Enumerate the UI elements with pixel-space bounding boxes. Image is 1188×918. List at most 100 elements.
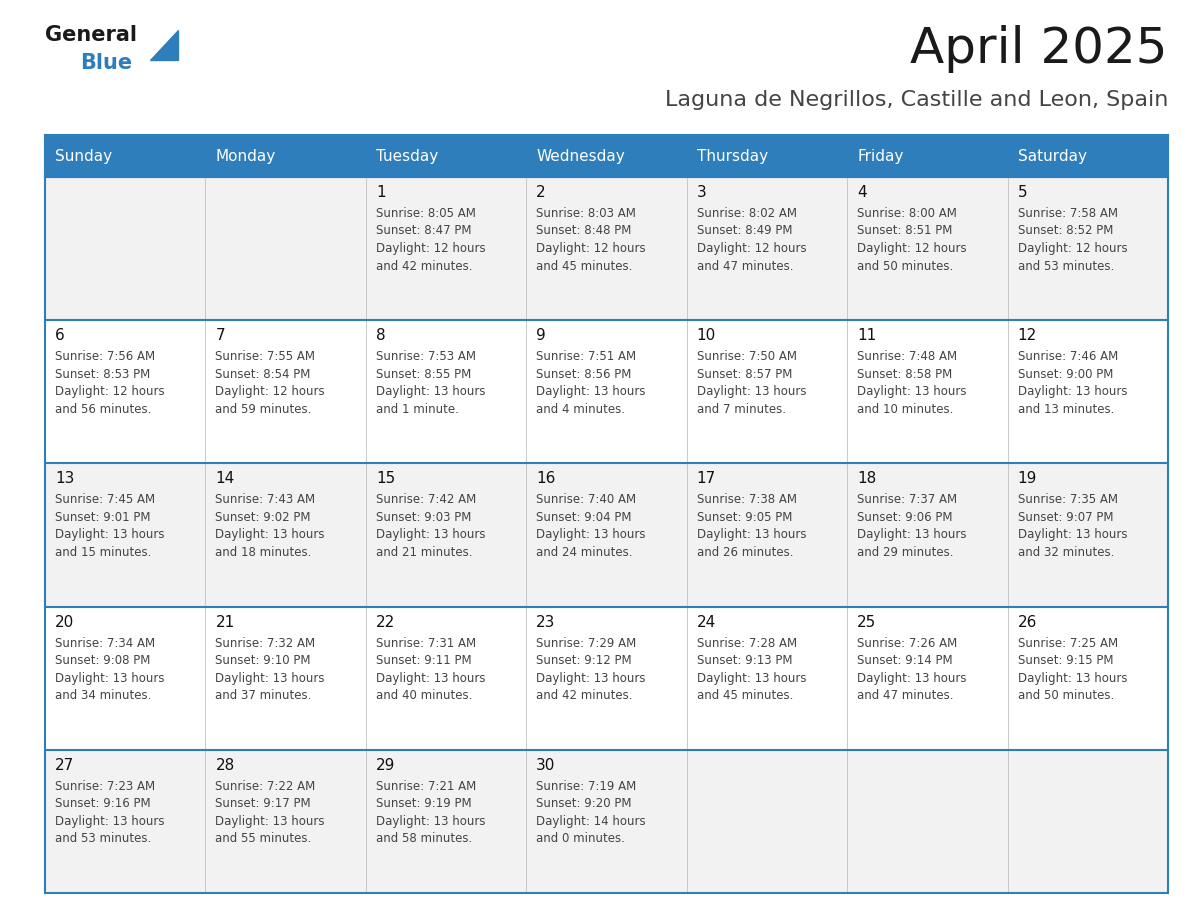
Text: Sunrise: 8:00 AM: Sunrise: 8:00 AM xyxy=(858,207,958,220)
Text: Sunrise: 7:58 AM: Sunrise: 7:58 AM xyxy=(1018,207,1118,220)
Text: Sunrise: 7:55 AM: Sunrise: 7:55 AM xyxy=(215,350,316,364)
Text: 1: 1 xyxy=(375,185,385,200)
Text: and 21 minutes.: and 21 minutes. xyxy=(375,546,473,559)
Text: Daylight: 13 hours: Daylight: 13 hours xyxy=(215,529,326,542)
Text: Daylight: 12 hours: Daylight: 12 hours xyxy=(55,386,165,398)
Polygon shape xyxy=(150,30,178,60)
Text: Sunset: 9:16 PM: Sunset: 9:16 PM xyxy=(55,798,151,811)
Text: Sunrise: 7:56 AM: Sunrise: 7:56 AM xyxy=(55,350,156,364)
Text: 13: 13 xyxy=(55,472,75,487)
Text: Sunset: 9:14 PM: Sunset: 9:14 PM xyxy=(858,655,953,667)
Text: Sunset: 9:20 PM: Sunset: 9:20 PM xyxy=(536,798,632,811)
Text: Sunset: 8:55 PM: Sunset: 8:55 PM xyxy=(375,368,472,381)
Text: Daylight: 13 hours: Daylight: 13 hours xyxy=(55,529,164,542)
Text: Daylight: 13 hours: Daylight: 13 hours xyxy=(55,815,164,828)
Text: Daylight: 13 hours: Daylight: 13 hours xyxy=(215,815,326,828)
Bar xyxy=(45,464,1168,607)
Text: Tuesday: Tuesday xyxy=(375,149,438,163)
Text: and 24 minutes.: and 24 minutes. xyxy=(536,546,633,559)
Text: Sunrise: 7:22 AM: Sunrise: 7:22 AM xyxy=(215,779,316,793)
Text: Sunset: 8:47 PM: Sunset: 8:47 PM xyxy=(375,225,472,238)
Text: Daylight: 12 hours: Daylight: 12 hours xyxy=(858,242,967,255)
Text: 8: 8 xyxy=(375,329,385,343)
Text: Daylight: 13 hours: Daylight: 13 hours xyxy=(55,672,164,685)
Text: 11: 11 xyxy=(858,329,877,343)
Text: Sunset: 8:56 PM: Sunset: 8:56 PM xyxy=(536,368,632,381)
Text: Sunrise: 7:50 AM: Sunrise: 7:50 AM xyxy=(696,350,797,364)
Text: Sunrise: 7:21 AM: Sunrise: 7:21 AM xyxy=(375,779,476,793)
Text: Saturday: Saturday xyxy=(1018,149,1087,163)
Text: Sunset: 9:15 PM: Sunset: 9:15 PM xyxy=(1018,655,1113,667)
Bar xyxy=(45,320,1168,464)
Text: Sunset: 9:12 PM: Sunset: 9:12 PM xyxy=(536,655,632,667)
Text: Sunrise: 7:37 AM: Sunrise: 7:37 AM xyxy=(858,493,958,507)
Text: 30: 30 xyxy=(536,757,556,773)
Text: Daylight: 12 hours: Daylight: 12 hours xyxy=(696,242,807,255)
Text: Sunset: 9:13 PM: Sunset: 9:13 PM xyxy=(696,655,792,667)
Text: Sunset: 8:54 PM: Sunset: 8:54 PM xyxy=(215,368,311,381)
Text: 19: 19 xyxy=(1018,472,1037,487)
Text: Sunrise: 7:51 AM: Sunrise: 7:51 AM xyxy=(536,350,637,364)
Text: Sunrise: 7:42 AM: Sunrise: 7:42 AM xyxy=(375,493,476,507)
Text: Sunrise: 7:29 AM: Sunrise: 7:29 AM xyxy=(536,636,637,650)
Text: and 53 minutes.: and 53 minutes. xyxy=(1018,260,1114,273)
Text: and 34 minutes.: and 34 minutes. xyxy=(55,689,151,702)
Text: Daylight: 13 hours: Daylight: 13 hours xyxy=(1018,529,1127,542)
Text: Sunset: 8:57 PM: Sunset: 8:57 PM xyxy=(696,368,792,381)
Bar xyxy=(366,135,526,177)
Text: and 7 minutes.: and 7 minutes. xyxy=(696,403,785,416)
Text: Sunset: 9:04 PM: Sunset: 9:04 PM xyxy=(536,511,632,524)
Text: and 59 minutes.: and 59 minutes. xyxy=(215,403,311,416)
Text: Daylight: 12 hours: Daylight: 12 hours xyxy=(215,386,326,398)
Text: Sunrise: 7:31 AM: Sunrise: 7:31 AM xyxy=(375,636,476,650)
Text: and 15 minutes.: and 15 minutes. xyxy=(55,546,151,559)
Text: 10: 10 xyxy=(696,329,716,343)
Text: Sunset: 9:07 PM: Sunset: 9:07 PM xyxy=(1018,511,1113,524)
Text: Daylight: 13 hours: Daylight: 13 hours xyxy=(536,386,646,398)
Text: Sunset: 8:53 PM: Sunset: 8:53 PM xyxy=(55,368,150,381)
Text: Sunset: 9:00 PM: Sunset: 9:00 PM xyxy=(1018,368,1113,381)
Text: Daylight: 13 hours: Daylight: 13 hours xyxy=(696,386,807,398)
Text: Sunset: 9:10 PM: Sunset: 9:10 PM xyxy=(215,655,311,667)
Text: Thursday: Thursday xyxy=(696,149,767,163)
Text: Sunrise: 7:35 AM: Sunrise: 7:35 AM xyxy=(1018,493,1118,507)
Text: Sunset: 9:08 PM: Sunset: 9:08 PM xyxy=(55,655,151,667)
Text: 26: 26 xyxy=(1018,614,1037,630)
Text: Sunrise: 7:34 AM: Sunrise: 7:34 AM xyxy=(55,636,156,650)
Text: Monday: Monday xyxy=(215,149,276,163)
Text: and 53 minutes.: and 53 minutes. xyxy=(55,833,151,845)
Text: and 10 minutes.: and 10 minutes. xyxy=(858,403,954,416)
Text: and 4 minutes.: and 4 minutes. xyxy=(536,403,625,416)
Text: Sunset: 9:19 PM: Sunset: 9:19 PM xyxy=(375,798,472,811)
Text: Sunrise: 7:43 AM: Sunrise: 7:43 AM xyxy=(215,493,316,507)
Text: and 32 minutes.: and 32 minutes. xyxy=(1018,546,1114,559)
Text: April 2025: April 2025 xyxy=(910,25,1168,73)
Text: 15: 15 xyxy=(375,472,396,487)
Text: Sunrise: 7:23 AM: Sunrise: 7:23 AM xyxy=(55,779,156,793)
Text: and 55 minutes.: and 55 minutes. xyxy=(215,833,311,845)
Text: Daylight: 13 hours: Daylight: 13 hours xyxy=(375,815,486,828)
Text: 28: 28 xyxy=(215,757,235,773)
Text: 29: 29 xyxy=(375,757,396,773)
Text: 14: 14 xyxy=(215,472,235,487)
Text: Sunrise: 8:02 AM: Sunrise: 8:02 AM xyxy=(696,207,797,220)
Text: Daylight: 13 hours: Daylight: 13 hours xyxy=(696,672,807,685)
Text: Sunrise: 7:28 AM: Sunrise: 7:28 AM xyxy=(696,636,797,650)
Text: 21: 21 xyxy=(215,614,235,630)
Text: Sunrise: 7:19 AM: Sunrise: 7:19 AM xyxy=(536,779,637,793)
Text: Sunset: 8:51 PM: Sunset: 8:51 PM xyxy=(858,225,953,238)
Text: Daylight: 13 hours: Daylight: 13 hours xyxy=(375,672,486,685)
Text: 22: 22 xyxy=(375,614,396,630)
Text: General: General xyxy=(45,25,137,45)
Text: Daylight: 13 hours: Daylight: 13 hours xyxy=(696,529,807,542)
Text: Daylight: 13 hours: Daylight: 13 hours xyxy=(1018,672,1127,685)
Text: and 13 minutes.: and 13 minutes. xyxy=(1018,403,1114,416)
Bar xyxy=(526,135,687,177)
Text: and 29 minutes.: and 29 minutes. xyxy=(858,546,954,559)
Text: 17: 17 xyxy=(696,472,716,487)
Bar xyxy=(1007,135,1168,177)
Text: Sunset: 9:11 PM: Sunset: 9:11 PM xyxy=(375,655,472,667)
Text: Sunrise: 7:45 AM: Sunrise: 7:45 AM xyxy=(55,493,156,507)
Text: Sunday: Sunday xyxy=(55,149,112,163)
Text: Sunset: 9:17 PM: Sunset: 9:17 PM xyxy=(215,798,311,811)
